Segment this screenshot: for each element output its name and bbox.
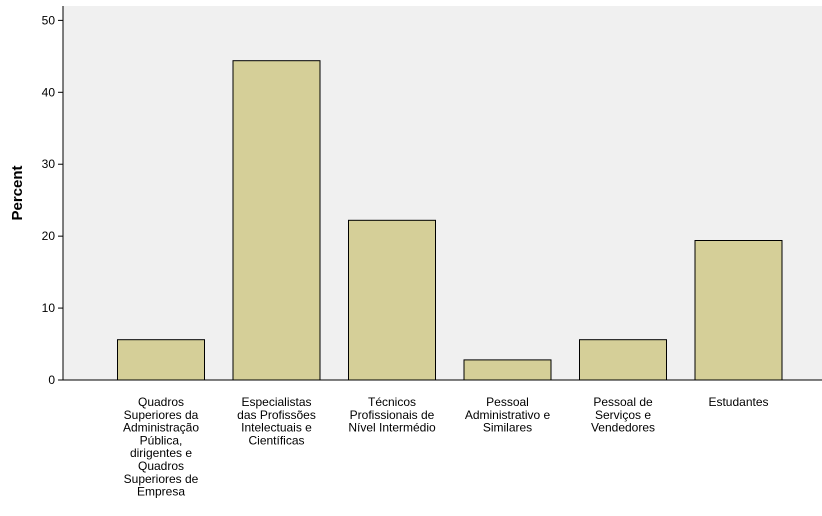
x-tick-label-3: Técnicos Profissionais de Nível Intermédio: [348, 395, 436, 435]
x-axis: Quadros Superiores da Administração Pública…: [63, 379, 822, 499]
bars-group: [117, 60, 783, 381]
y-tick-label-50: 50: [42, 13, 56, 27]
x-tick-label-2: Especialistas das Profissões Intelectuais …: [237, 395, 316, 447]
bar-6: [694, 240, 783, 381]
x-tick-label-5: Pessoal de Serviços e Vendedores: [591, 395, 655, 435]
bar-2: [232, 60, 321, 381]
y-tick-label-20: 20: [42, 229, 56, 243]
y-axis-title: Percent: [9, 165, 26, 220]
bar-4: [463, 359, 552, 381]
bar-3: [348, 219, 436, 381]
bar-5: [579, 339, 667, 381]
bar-1: [117, 339, 205, 381]
y-axis: 0 10 20 30 40 50: [42, 6, 64, 387]
x-tick-label-1: Quadros Superiores da Administração Pública…: [123, 395, 199, 499]
y-tick-label-10: 10: [42, 301, 56, 315]
y-tick-label-30: 30: [42, 157, 56, 171]
y-tick-label-40: 40: [42, 85, 56, 99]
x-tick-label-6: Estudantes: [708, 395, 768, 409]
y-tick-label-0: 0: [48, 373, 55, 387]
x-tick-label-4: Pessoal Administrativo e Similares: [465, 395, 551, 435]
